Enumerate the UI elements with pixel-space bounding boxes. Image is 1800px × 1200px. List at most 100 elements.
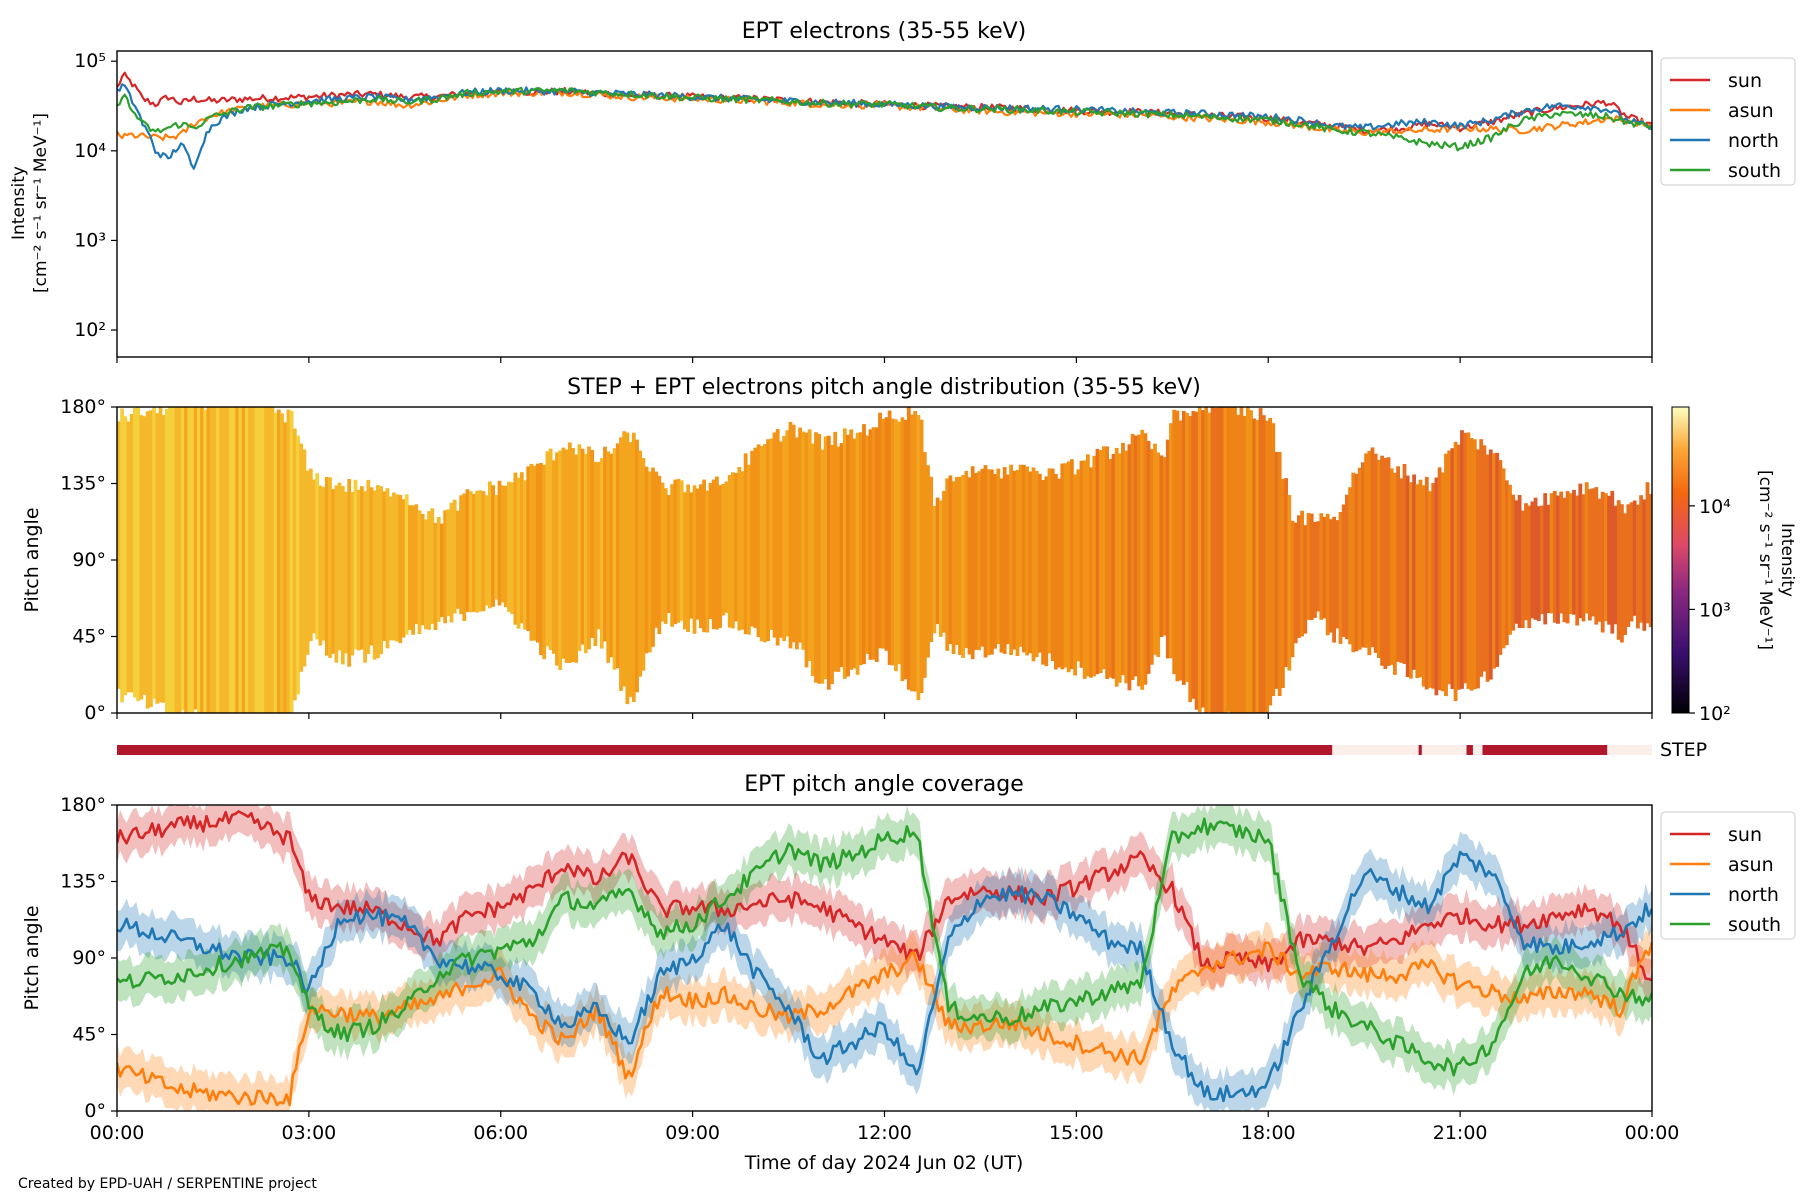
heatmap-column xyxy=(206,407,211,713)
heatmap-column xyxy=(1181,410,1186,685)
heatmap-column xyxy=(472,493,476,612)
heatmap-column xyxy=(1348,487,1352,645)
heatmap-column xyxy=(216,407,220,713)
heatmap-column xyxy=(129,414,134,693)
heatmap-column xyxy=(814,432,818,683)
heatmap-column xyxy=(1086,454,1090,677)
heatmap-column xyxy=(503,485,508,608)
heatmap-column xyxy=(430,508,435,624)
intensity-series xyxy=(117,71,1652,170)
heatmap-column xyxy=(1213,407,1218,713)
heatmap-column xyxy=(836,446,841,672)
heatmap-column xyxy=(1402,464,1407,664)
heatmap-column xyxy=(1229,407,1234,713)
heatmap-column xyxy=(459,495,463,615)
heatmap-column xyxy=(858,432,863,666)
heatmap-column xyxy=(638,450,643,677)
heatmap-column xyxy=(711,479,716,630)
heatmap-column xyxy=(1191,411,1196,699)
heatmap-column xyxy=(791,424,796,643)
heatmap-column xyxy=(807,429,812,661)
heatmap-column xyxy=(302,449,307,667)
heatmap-column xyxy=(596,462,601,630)
heatmap-column xyxy=(1591,488,1595,617)
heatmap-column xyxy=(241,407,246,713)
heatmap-column xyxy=(938,500,943,637)
heatmap-column xyxy=(974,473,978,650)
heatmap-column xyxy=(1156,452,1161,657)
heatmap-column xyxy=(750,450,754,627)
heatmap-column xyxy=(878,412,882,649)
heatmap-column xyxy=(628,442,633,697)
intensity-ylabel: Intensity [cm⁻² s⁻¹ sr⁻¹ MeV⁻¹] xyxy=(9,113,51,293)
heatmap-column xyxy=(1341,504,1346,637)
heatmap-column xyxy=(1274,452,1279,689)
heatmap-column xyxy=(411,505,415,635)
coverage-ylabel: Pitch angle xyxy=(21,905,43,1010)
heatmap-column xyxy=(1565,491,1570,624)
heatmap-column xyxy=(379,486,383,655)
heatmap-column xyxy=(1255,420,1260,713)
heatmap-column xyxy=(817,433,822,684)
heatmap-column xyxy=(535,463,540,643)
heatmap-column xyxy=(1367,450,1372,656)
heatmap-column xyxy=(1054,473,1058,670)
y-tick-label: 135° xyxy=(60,473,106,495)
heatmap-column xyxy=(382,491,387,641)
intensity-line-north xyxy=(117,83,1652,170)
heatmap-column xyxy=(1546,504,1551,613)
heatmap-column xyxy=(670,484,674,627)
heatmap-column xyxy=(337,482,342,651)
pad-colorbar-label-line2: [cm⁻² s⁻¹ sr⁻¹ MeV⁻¹] xyxy=(1755,470,1775,650)
heatmap-column xyxy=(1006,474,1010,645)
heatmap-column xyxy=(839,443,844,668)
heatmap-column xyxy=(532,465,537,641)
heatmap-column xyxy=(155,413,160,704)
heatmap-column xyxy=(318,485,323,646)
heatmap-column xyxy=(270,407,275,713)
heatmap-column xyxy=(1607,495,1611,625)
colorbar-tick-label: 10³ xyxy=(1699,599,1731,621)
coverage-x-ticks: 00:00 03:00 06:00 09:00 12:00 15:00 18:00 21:00… xyxy=(90,1111,1680,1144)
heatmap-column xyxy=(798,427,802,643)
heatmap-column xyxy=(1130,433,1135,680)
heatmap-column xyxy=(1594,487,1599,625)
heatmap-column xyxy=(1025,466,1029,656)
heatmap-column xyxy=(609,453,614,658)
heatmap-column xyxy=(1636,504,1640,629)
heatmap-column xyxy=(353,479,358,650)
heatmap-column xyxy=(1268,418,1273,706)
heatmap-column xyxy=(922,452,927,678)
step-active-intervals xyxy=(117,745,1608,755)
heatmap-column xyxy=(1335,520,1340,629)
coverage-legend: sun asun north south xyxy=(1660,811,1796,940)
heatmap-column xyxy=(673,479,678,625)
heatmap-column xyxy=(996,468,1001,645)
heatmap-column xyxy=(280,413,284,713)
heatmap-column xyxy=(561,447,566,659)
heatmap-column xyxy=(1613,505,1618,625)
heatmap-column xyxy=(1252,418,1257,713)
heatmap-column xyxy=(1437,467,1442,691)
intensity-plot-frame xyxy=(116,50,1653,358)
heatmap-column xyxy=(884,417,889,651)
heatmap-column xyxy=(539,463,543,655)
heatmap-column xyxy=(1073,474,1077,676)
heatmap-column xyxy=(887,410,892,665)
heatmap-column xyxy=(1185,412,1189,682)
heatmap-column xyxy=(152,407,156,699)
heatmap-column xyxy=(1508,484,1512,635)
x-tick-label: 00:00 xyxy=(1625,1122,1680,1144)
heatmap-column xyxy=(747,464,751,635)
heatmap-column xyxy=(392,492,396,641)
heatmap-column xyxy=(181,407,185,711)
heatmap-column xyxy=(376,485,380,659)
heatmap-column xyxy=(1060,463,1065,670)
heatmap-column xyxy=(1108,459,1113,678)
heatmap-column xyxy=(826,435,831,690)
pad-colorbar xyxy=(1671,406,1690,714)
heatmap-column xyxy=(1466,432,1471,689)
heatmap-column xyxy=(1002,467,1007,654)
heatmap-column xyxy=(766,439,770,641)
heatmap-column xyxy=(424,519,428,630)
